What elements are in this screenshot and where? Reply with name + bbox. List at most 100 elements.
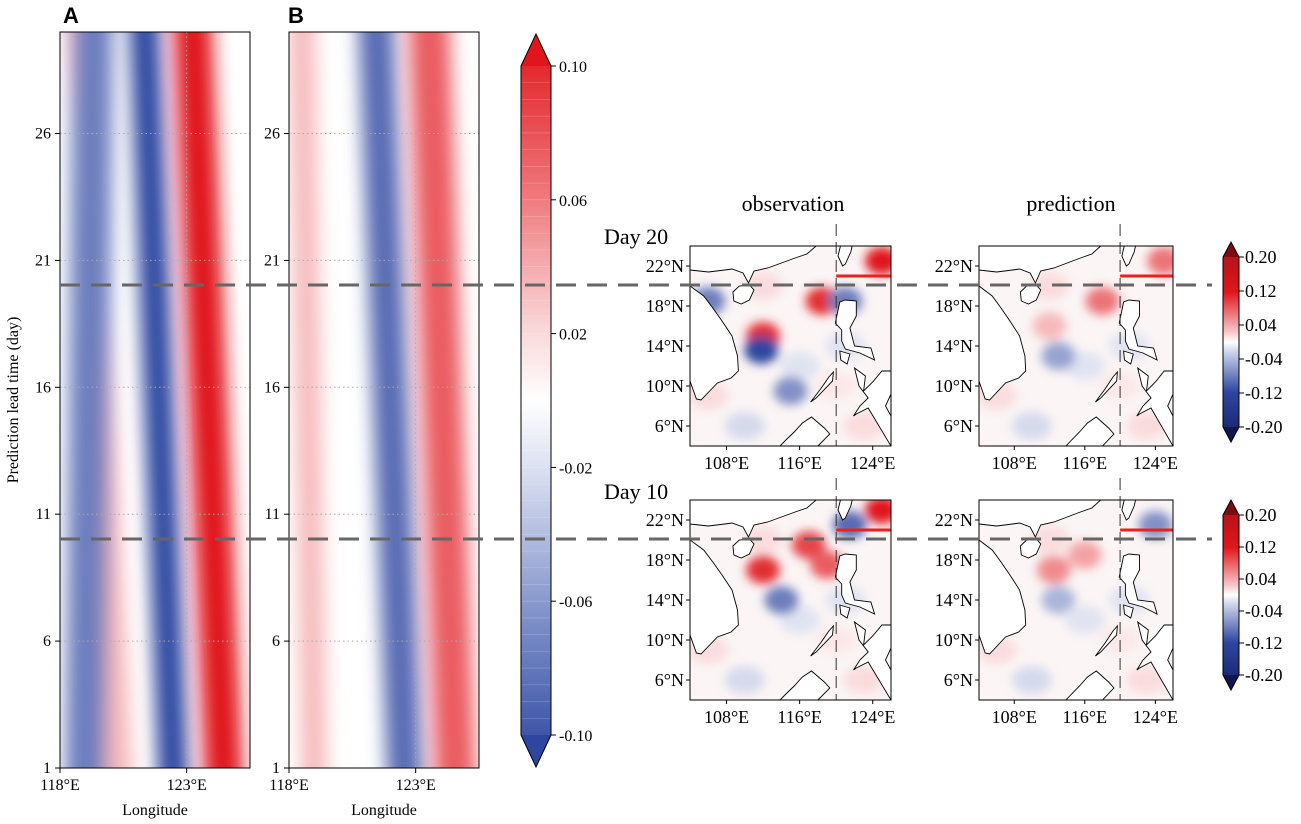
coastline [1095, 624, 1118, 657]
colorbar-tick-label: 0.10 [559, 59, 587, 76]
hovmoller-band [358, 32, 423, 768]
map-colorbar-tick-label: 0.04 [1245, 315, 1277, 335]
map-colorbar-tick-label: 0.04 [1245, 569, 1277, 589]
y-tick-label: 6 [272, 633, 280, 650]
y-tick-label: 11 [36, 506, 51, 523]
coastline [837, 500, 853, 521]
map-colorbar-tick-label: -0.12 [1245, 633, 1283, 653]
map-y-tick-label: 22°N [646, 510, 684, 530]
anomaly-blob [1041, 586, 1076, 614]
map-day20-prediction: 108°E 116°E 124°E 22°N 18°N 14°N 10°N 6°N [935, 224, 1178, 473]
map-y-tick-label: 10°N [935, 376, 973, 396]
anomaly-blob [1067, 541, 1102, 569]
map-y-tick-label: 22°N [935, 256, 973, 276]
map-colorbar-tick-label: -0.04 [1245, 349, 1283, 369]
anomaly-blob [744, 336, 779, 364]
map-colorbar-tick-label: -0.12 [1245, 383, 1283, 403]
coastline [979, 670, 1115, 700]
map-x-tick-label: 108°E [704, 707, 749, 727]
map-colorbar-day20: 0.20 0.12 0.04 -0.04 -0.12 -0.20 [1222, 240, 1283, 444]
map-colorbar-tick-label: 0.20 [1245, 505, 1277, 525]
coastline [1118, 299, 1158, 361]
anomaly-blob [1041, 342, 1076, 370]
map-x-tick-label: 108°E [992, 453, 1037, 473]
x-tick-label: 123°E [396, 777, 436, 794]
y-tick-label: 21 [264, 252, 280, 269]
coastline [834, 553, 876, 615]
map-x-tick-label: 116°E [1063, 707, 1108, 727]
anomaly-blob [832, 511, 867, 539]
map-x-tick-label: 116°E [777, 707, 822, 727]
anomaly-blob [1085, 287, 1120, 315]
anomaly-blob [864, 247, 891, 275]
coastline [979, 500, 1102, 539]
coastline [690, 246, 739, 446]
anomaly-blob [864, 500, 891, 524]
coastline [810, 370, 834, 403]
y-tick-label: 26 [264, 126, 280, 143]
hovmoller-band [173, 32, 243, 768]
panel-a-frame [59, 31, 251, 769]
coastline [690, 246, 817, 285]
map-colorbar-tick-label: -0.20 [1245, 665, 1283, 685]
panel-a-ylabel: Prediction lead time (day) [5, 317, 22, 484]
y-tick-label: 1 [272, 760, 280, 777]
map-day10-observation: 108°E 116°E 124°E 22°N 18°N 14°N 10°N 6°N [646, 478, 895, 727]
hovmoller-band [129, 32, 189, 768]
coastline [1123, 350, 1134, 365]
hovmoller-band [289, 32, 327, 768]
coastline [1095, 370, 1118, 403]
anomaly-blob [773, 377, 808, 405]
coastline [1136, 620, 1173, 700]
map-colorbar-tick-label: 0.20 [1245, 247, 1277, 267]
coastline [979, 500, 1027, 700]
map-colorbar-tick-label: 0.12 [1245, 537, 1277, 557]
reference-lines [60, 283, 1212, 541]
x-tick-label: 118°E [269, 777, 309, 794]
map-y-tick-label: 6°N [944, 416, 973, 436]
row-label-day10: Day 10 [604, 479, 668, 504]
y-tick-label: 16 [264, 379, 280, 396]
anomaly-blob [746, 556, 781, 584]
map-y-tick-label: 18°N [646, 296, 684, 316]
map-y-tick-label: 10°N [646, 630, 684, 650]
panel-b-xlabel: Longitude [351, 802, 417, 819]
row-label-day20: Day 20 [604, 224, 668, 249]
map-x-tick-label: 108°E [704, 453, 749, 473]
coastline [839, 350, 851, 365]
coastline [1118, 553, 1158, 615]
map-y-tick-label: 14°N [646, 336, 684, 356]
coastline [853, 366, 891, 446]
map-day20-observation: 108°E 116°E 124°E 22°N 18°N 14°N 10°N 6°N [646, 224, 895, 473]
map-day10-prediction: 108°E 116°E 124°E 22°N 18°N 14°N 10°N 6°N [935, 478, 1178, 727]
anomaly-blob [764, 586, 799, 614]
colorbar-extend-max [521, 34, 551, 66]
coastline [839, 604, 851, 619]
y-tick-label: 11 [265, 506, 280, 523]
map-colorbar-tick-label: -0.04 [1245, 601, 1283, 621]
map-x-tick-label: 116°E [1063, 453, 1108, 473]
map-y-tick-label: 6°N [944, 670, 973, 690]
coastline [1121, 246, 1136, 267]
colorbar-tick-label: 0.06 [559, 193, 587, 210]
coastline [834, 299, 876, 361]
coastline [690, 500, 817, 539]
map-y-tick-label: 14°N [935, 590, 973, 610]
colorbar-tick-label: -0.06 [559, 594, 592, 611]
coastline [690, 416, 831, 446]
coastline [979, 246, 1102, 285]
coastline [979, 246, 1027, 446]
colorbar-extend-min [521, 735, 551, 767]
y-tick-label: 6 [43, 633, 51, 650]
map-y-tick-label: 6°N [655, 670, 684, 690]
coastline [690, 670, 831, 700]
map-y-tick-label: 14°N [646, 590, 684, 610]
coastline [810, 624, 834, 657]
column-title-prediction: prediction [1026, 191, 1115, 216]
map-x-tick-label: 124°E [1133, 453, 1178, 473]
coastline [690, 500, 739, 700]
map-grid: 108°E 116°E 124°E 22°N 18°N 14°N 10°N 6°N 108°E 1… [646, 224, 1178, 727]
panel-b-frame [288, 31, 480, 769]
map-y-tick-label: 18°N [935, 550, 973, 570]
map-x-tick-label: 124°E [1133, 707, 1178, 727]
